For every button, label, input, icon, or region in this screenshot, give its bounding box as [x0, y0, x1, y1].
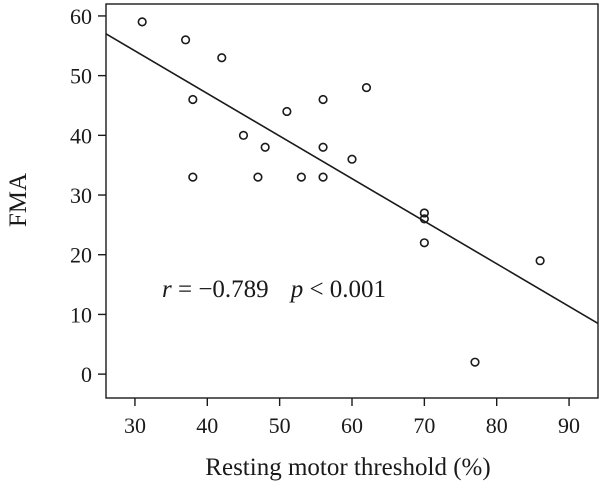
x-tick-label: 90 — [558, 413, 580, 438]
y-tick-label: 0 — [81, 362, 92, 387]
data-point — [419, 208, 429, 218]
data-point — [419, 214, 429, 224]
y-tick-label: 40 — [70, 123, 92, 148]
data-point — [347, 154, 357, 164]
y-tick-label: 30 — [70, 183, 92, 208]
data-point — [188, 172, 198, 182]
x-tick-label: 70 — [413, 413, 435, 438]
r-symbol: r — [162, 276, 172, 303]
regression-line — [105, 33, 599, 325]
p-symbol: p — [289, 276, 304, 303]
data-point — [137, 17, 147, 27]
data-point — [282, 106, 292, 117]
x-axis-label: Resting motor threshold (%) — [205, 454, 490, 481]
data-point — [419, 238, 429, 248]
y-tick-label: 20 — [70, 243, 92, 268]
data-point — [318, 172, 328, 182]
y-axis-label: FMA — [5, 173, 32, 227]
data-point — [188, 94, 198, 105]
plot-frame — [105, 3, 599, 399]
correlation-annotation: r = −0.789 p < 0.001 — [162, 276, 386, 303]
data-point — [260, 142, 270, 152]
x-tick-label: 40 — [196, 413, 218, 438]
data-point — [318, 142, 328, 152]
data-point — [361, 82, 372, 93]
data-point — [253, 172, 263, 182]
plot-area: 30 40 50 60 70 80 90 0 10 20 30 40 50 60 — [70, 3, 599, 438]
y-tick-label: 50 — [70, 64, 92, 89]
data-point — [238, 130, 249, 140]
data-point — [217, 53, 227, 63]
data-point — [180, 35, 191, 45]
x-tick-label: 30 — [124, 413, 146, 438]
x-tick-label: 80 — [486, 413, 508, 438]
data-point — [535, 256, 545, 266]
data-point — [296, 172, 306, 182]
p-value: < 0.001 — [303, 276, 386, 303]
r-value: = −0.789 — [172, 276, 269, 303]
x-tick-label: 50 — [269, 413, 291, 438]
y-tick-label: 60 — [70, 4, 92, 29]
y-tick-label: 10 — [70, 302, 92, 327]
x-tick-label: 60 — [341, 413, 363, 438]
data-point — [470, 357, 480, 367]
data-point — [318, 94, 328, 105]
